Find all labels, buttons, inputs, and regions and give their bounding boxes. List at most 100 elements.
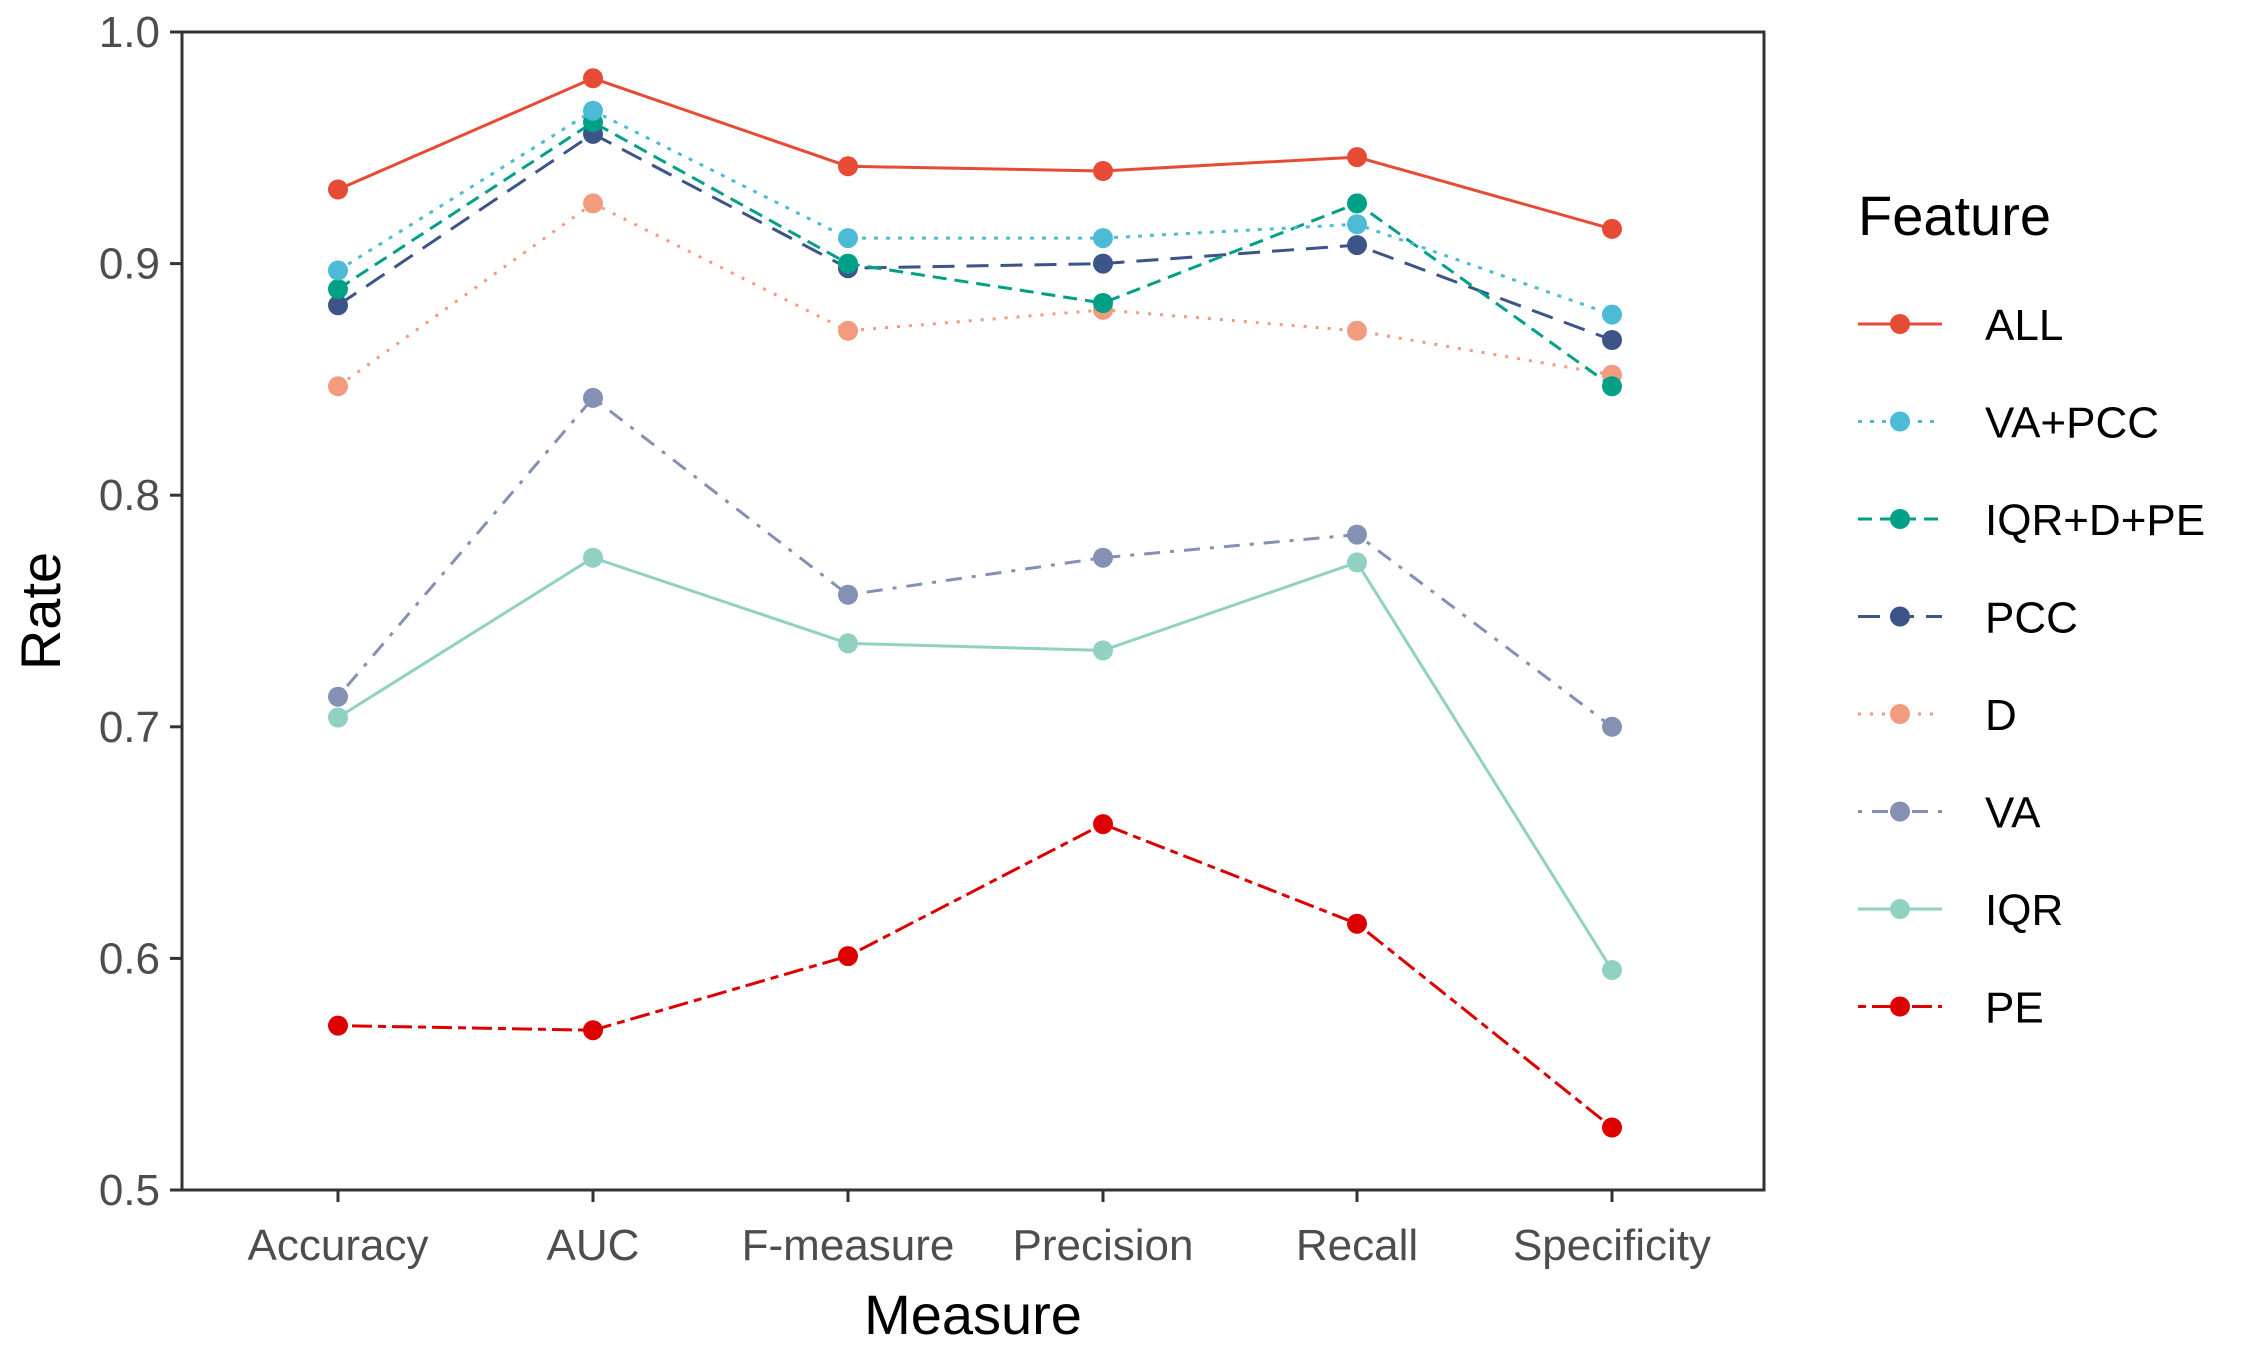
data-point xyxy=(328,686,348,707)
data-point xyxy=(838,228,858,249)
data-point xyxy=(328,707,348,728)
series-va-pcc xyxy=(328,100,1622,325)
x-tick-label: Recall xyxy=(1296,1221,1418,1270)
y-tick-label: 0.6 xyxy=(99,934,160,983)
data-point xyxy=(1347,320,1367,341)
data-point xyxy=(838,633,858,654)
legend-label: D xyxy=(1985,691,2017,740)
legend-label: PCC xyxy=(1985,594,2078,643)
data-point xyxy=(583,100,603,121)
series-all xyxy=(328,68,1622,239)
legend-item: PCC xyxy=(1858,594,2078,643)
legend-item: ALL xyxy=(1858,301,2063,350)
data-point xyxy=(328,1015,348,1036)
data-point xyxy=(583,547,603,568)
legend-label: IQR xyxy=(1985,886,2063,935)
y-tick-label: 0.9 xyxy=(99,240,160,289)
data-point xyxy=(838,946,858,967)
data-point xyxy=(1093,640,1113,661)
legend-key-point xyxy=(1890,704,1910,724)
data-point xyxy=(838,584,858,605)
data-point xyxy=(328,179,348,200)
series-line xyxy=(337,109,1613,317)
x-tick-label: AUC xyxy=(547,1221,640,1270)
legend-key-point xyxy=(1890,606,1910,627)
data-point xyxy=(1347,214,1367,235)
series-line xyxy=(337,76,1613,231)
data-point xyxy=(1602,218,1622,239)
series-line xyxy=(337,120,1613,388)
legend-label: ALL xyxy=(1985,301,2063,350)
y-tick-label: 0.7 xyxy=(99,703,160,752)
legend-item: IQR xyxy=(1858,886,2063,935)
data-point xyxy=(328,295,348,316)
legend-key-point xyxy=(1890,996,1910,1017)
series-line xyxy=(337,201,1613,388)
y-tick-label: 0.5 xyxy=(99,1166,160,1215)
series-layer xyxy=(328,68,1622,1138)
data-point xyxy=(1093,547,1113,568)
x-tick-label: Specificity xyxy=(1513,1221,1711,1270)
legend-label: VA+PCC xyxy=(1985,399,2159,448)
y-tick-label: 0.8 xyxy=(99,471,160,520)
data-point xyxy=(1093,293,1113,313)
series-line xyxy=(337,822,1613,1129)
y-axis: 0.5 0.6 0.7 0.8 0.9 1.0 xyxy=(99,8,182,1215)
data-point xyxy=(1602,330,1622,350)
series-line xyxy=(336,396,1613,728)
y-tick-label: 1.0 xyxy=(99,8,160,57)
series-line xyxy=(337,132,1613,342)
legend-key-point xyxy=(1890,801,1910,822)
series-va xyxy=(328,387,1622,737)
legend: Feature ALL VA+PCC IQR+D+PE PCC D VA IQR PE xyxy=(1858,184,2205,1033)
x-tick-label: Precision xyxy=(1013,1221,1194,1270)
series-pe xyxy=(328,814,1622,1138)
data-point xyxy=(1602,1117,1622,1138)
data-point xyxy=(1347,913,1367,934)
data-point xyxy=(583,68,603,89)
legend-item: VA+PCC xyxy=(1858,399,2159,448)
data-point xyxy=(583,1020,603,1041)
data-point xyxy=(583,387,603,408)
legend-label: PE xyxy=(1985,984,2044,1033)
y-axis-title: Rate xyxy=(9,552,72,670)
x-tick-label: F-measure xyxy=(742,1221,955,1270)
data-point xyxy=(1347,524,1367,545)
data-point xyxy=(1347,147,1367,168)
data-point xyxy=(1093,228,1113,249)
data-point xyxy=(1093,814,1113,835)
data-point xyxy=(328,260,348,281)
data-point xyxy=(838,320,858,341)
series-line xyxy=(337,556,1614,971)
data-point xyxy=(1602,304,1622,325)
legend-title: Feature xyxy=(1858,184,2051,247)
legend-item: PE xyxy=(1858,984,2044,1033)
data-point xyxy=(1347,235,1367,256)
data-point xyxy=(1602,716,1622,737)
data-point xyxy=(838,253,858,274)
data-point xyxy=(838,156,858,177)
legend-label: VA xyxy=(1985,789,2041,838)
data-point xyxy=(1093,161,1113,181)
legend-item: IQR+D+PE xyxy=(1858,496,2205,545)
legend-key-point xyxy=(1890,411,1910,432)
legend-key-point xyxy=(1890,509,1910,529)
data-point xyxy=(1602,960,1622,980)
x-axis: Accuracy AUC F-measure Precision Recall Speci… xyxy=(248,1190,1711,1270)
data-point xyxy=(328,279,348,300)
data-point xyxy=(1602,376,1622,397)
data-point xyxy=(328,376,348,397)
data-point xyxy=(1093,253,1113,274)
legend-item: D xyxy=(1858,691,2017,740)
series-iqr xyxy=(328,547,1622,980)
legend-key-point xyxy=(1890,314,1910,334)
x-tick-label: Accuracy xyxy=(248,1221,429,1270)
plot-panel-border xyxy=(180,30,1766,1192)
data-point xyxy=(1347,193,1367,214)
legend-label: IQR+D+PE xyxy=(1985,496,2205,545)
data-point xyxy=(583,193,603,214)
legend-item: VA xyxy=(1858,789,2041,838)
legend-key-point xyxy=(1890,899,1910,919)
